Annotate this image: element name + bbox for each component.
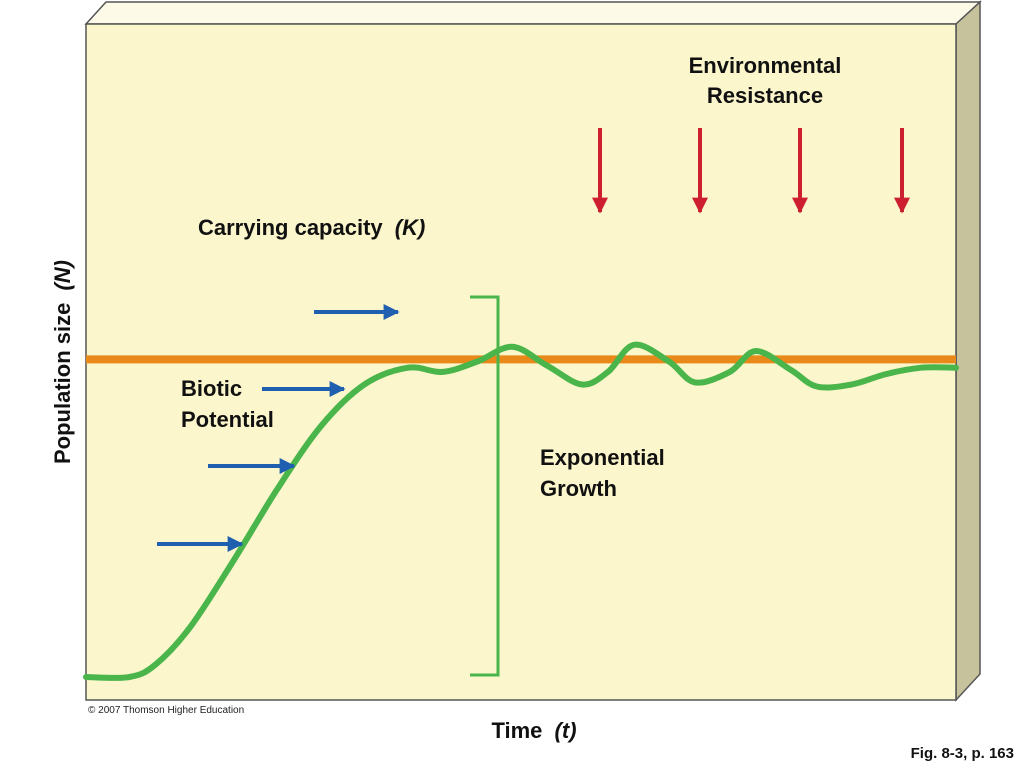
environmental-resistance-label: Environmental <box>689 53 842 78</box>
environmental-resistance-arrows <box>592 128 910 214</box>
x-axis-label-var: (t) <box>555 718 577 743</box>
copyright-credit: © 2007 Thomson Higher Education <box>88 705 244 716</box>
y-axis-label: Population size (N) <box>50 260 75 464</box>
biotic-potential-label: Biotic <box>181 376 242 401</box>
biotic-potential-arrows <box>157 304 400 552</box>
biotic-potential-label: Potential <box>181 407 274 432</box>
carrying-capacity-label: Carrying capacity (K) <box>198 215 425 240</box>
x-axis-label-main: Time <box>491 718 542 743</box>
exponential-growth-label: Growth <box>540 476 617 501</box>
box-side-face <box>955 0 981 702</box>
environmental-resistance-label: Resistance <box>707 83 823 108</box>
exponential-growth-bracket <box>470 295 500 677</box>
box-top-face <box>84 1 982 25</box>
population-growth-curve <box>83 341 959 681</box>
figure-reference: Fig. 8-3, p. 163 <box>911 745 1014 762</box>
y-axis-label-main: Population size <box>50 303 75 464</box>
y-axis-label-var: (N) <box>50 260 75 291</box>
exponential-growth-label: Exponential <box>540 445 665 470</box>
x-axis-label: Time (t) <box>491 718 576 743</box>
carrying-capacity-label-main: Carrying capacity <box>198 215 383 240</box>
carrying-capacity-label-var: (K) <box>395 215 426 240</box>
